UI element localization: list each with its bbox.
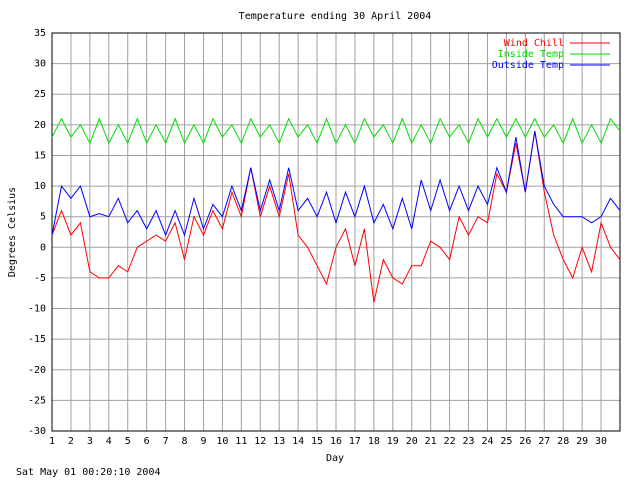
x-tick-label: 13	[273, 436, 285, 447]
y-tick-label: -25	[28, 395, 46, 406]
x-tick-label: 18	[368, 436, 380, 447]
x-tick-label: 17	[349, 436, 361, 447]
legend-label: Inside Temp	[498, 49, 564, 60]
x-tick-label: 21	[425, 436, 437, 447]
x-tick-label: 16	[330, 436, 342, 447]
x-tick-label: 9	[200, 436, 206, 447]
legend-label: Wind Chill	[504, 38, 564, 49]
y-tick-label: 10	[34, 181, 46, 192]
x-tick-label: 25	[500, 436, 512, 447]
x-tick-label: 27	[538, 436, 550, 447]
x-axis-label: Day	[326, 453, 344, 464]
y-tick-label: 5	[40, 212, 46, 223]
x-tick-label: 14	[292, 436, 304, 447]
series-line	[51, 130, 621, 237]
x-tick-label: 8	[182, 436, 188, 447]
y-tick-label: -30	[28, 426, 46, 437]
x-tick-label: 12	[254, 436, 266, 447]
y-tick-label: 25	[34, 89, 46, 100]
y-tick-label: -15	[28, 334, 46, 345]
x-tick-label: 20	[406, 436, 418, 447]
x-tick-label: 24	[481, 436, 493, 447]
x-tick-label: 4	[106, 436, 112, 447]
x-tick-label: 10	[216, 436, 228, 447]
chart-title: Temperature ending 30 April 2004	[239, 11, 432, 22]
footnote: Sat May 01 00:20:10 2004	[16, 467, 161, 478]
x-tick-label: 5	[125, 436, 131, 447]
y-axis-label: Degrees Celsius	[7, 187, 18, 277]
x-tick-label: 30	[595, 436, 607, 447]
legend-label: Outside Temp	[492, 60, 564, 71]
plot-border	[51, 32, 621, 432]
y-tick-label: 30	[34, 59, 46, 70]
y-tick-label: 35	[34, 28, 46, 39]
x-tick-label: 15	[311, 436, 323, 447]
x-tick-label: 22	[444, 436, 456, 447]
x-tick-label: 29	[576, 436, 588, 447]
y-tick-label: 20	[34, 120, 46, 131]
x-tick-label: 1	[49, 436, 55, 447]
x-tick-label: 11	[235, 436, 247, 447]
y-tick-label: 15	[34, 150, 46, 161]
x-tick-label: 3	[87, 436, 93, 447]
x-tick-label: 19	[387, 436, 399, 447]
y-tick-label: -20	[28, 365, 46, 376]
x-tick-label: 28	[557, 436, 569, 447]
x-tick-label: 23	[463, 436, 475, 447]
y-tick-label: -5	[34, 273, 46, 284]
x-tick-label: 2	[68, 436, 74, 447]
x-tick-label: 7	[163, 436, 169, 447]
series-line	[51, 117, 621, 145]
y-tick-label: 0	[40, 242, 46, 253]
y-tick-label: -10	[28, 304, 46, 315]
x-tick-label: 6	[144, 436, 150, 447]
x-tick-label: 26	[519, 436, 531, 447]
